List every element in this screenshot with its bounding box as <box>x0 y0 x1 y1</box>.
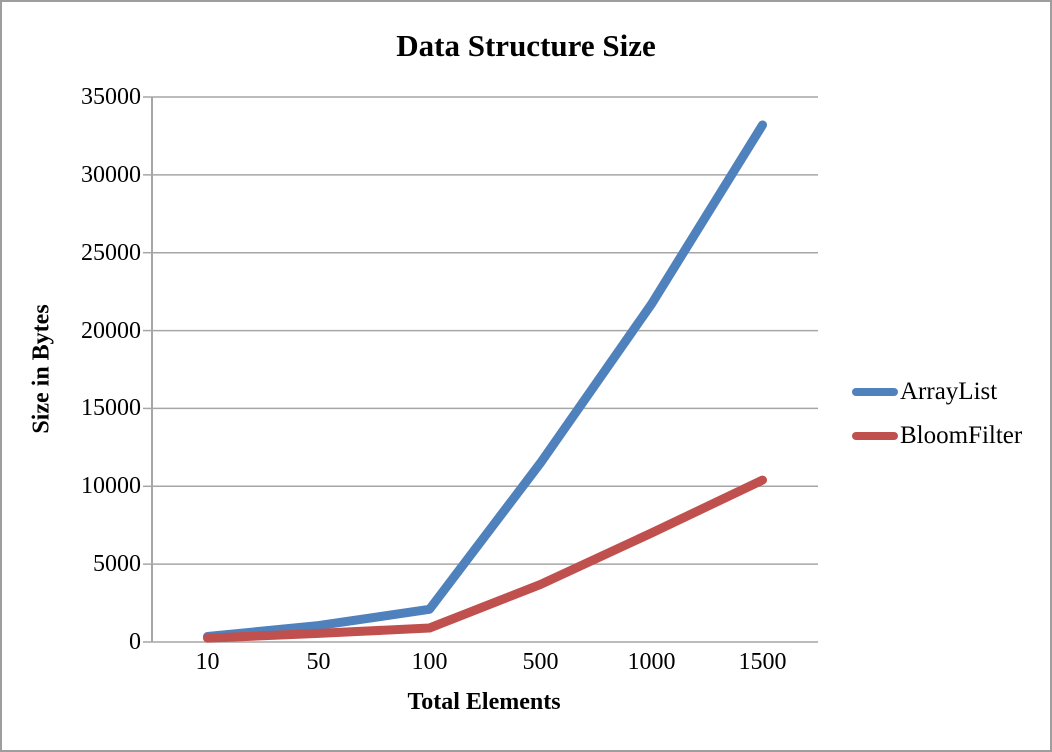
legend-marker-arraylist <box>852 388 898 396</box>
y-axis-tick-label: 35000 <box>81 84 141 110</box>
legend-item-arraylist: ArrayList <box>852 378 1022 406</box>
y-axis-tick-label: 15000 <box>81 395 141 422</box>
legend-label: ArrayList <box>900 378 998 405</box>
x-axis-tick-label: 10 <box>195 649 220 675</box>
y-axis-tick-label: 0 <box>129 629 141 655</box>
series-line-arraylist <box>203 120 767 641</box>
x-axis-title: Total Elements <box>407 689 561 715</box>
y-axis-tick-label: 30000 <box>81 161 141 188</box>
legend-marker-bloomfilter <box>852 432 898 440</box>
legend: ArrayList BloomFilter <box>852 378 1022 466</box>
y-axis-tick-label: 20000 <box>81 317 141 344</box>
series-line-bloomfilter <box>203 475 767 643</box>
chart-title: Data Structure Size <box>396 28 656 63</box>
x-axis-tick-label: 500 <box>522 649 559 675</box>
y-axis-tick-label: 25000 <box>81 239 141 266</box>
legend-label: BloomFilter <box>900 422 1023 449</box>
x-axis-tick-label: 50 <box>306 649 331 675</box>
x-axis-tick-label: 1500 <box>738 649 787 675</box>
x-axis-tick-label: 100 <box>411 649 448 675</box>
x-axis-tick-label: 1000 <box>627 649 676 675</box>
y-axis-tick-label: 10000 <box>81 473 141 500</box>
legend-item-bloomfilter: BloomFilter <box>852 422 1022 450</box>
y-axis-tick-label: 5000 <box>93 551 141 578</box>
